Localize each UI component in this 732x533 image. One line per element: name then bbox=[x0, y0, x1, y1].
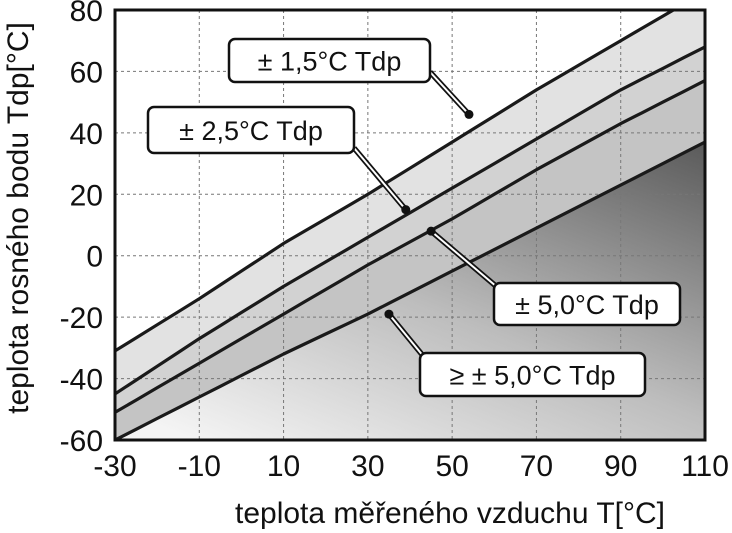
x-tick-label: -10 bbox=[178, 450, 221, 483]
annotation-label: ± 2,5°C Tdp bbox=[179, 116, 323, 146]
annotation-dot bbox=[401, 205, 411, 215]
series-line-4 bbox=[115, 140, 705, 440]
y-tick-label: -60 bbox=[60, 425, 103, 458]
annotation-leader bbox=[430, 230, 498, 288]
y-tick-label: -40 bbox=[60, 364, 103, 397]
y-tick-label: 40 bbox=[70, 118, 103, 151]
accuracy-band bbox=[115, 80, 705, 440]
y-tick-label: 60 bbox=[70, 56, 103, 89]
y-tick-label: 80 bbox=[70, 0, 103, 28]
y-tick-labels: -60 -40 -20 0 20 40 60 80 bbox=[60, 0, 103, 458]
annotation-dot bbox=[464, 109, 474, 119]
annotation-box bbox=[418, 351, 647, 398]
annotation-box bbox=[146, 105, 356, 155]
accuracy-band bbox=[115, 46, 705, 413]
y-tick-label: 20 bbox=[70, 179, 103, 212]
x-axis-label: teplota měřeného vzduchu T[°C] bbox=[235, 497, 665, 530]
y-tick-label: -20 bbox=[60, 302, 103, 335]
annotation-label: ± 5,0°C Tdp bbox=[515, 290, 659, 320]
annotation-box bbox=[227, 37, 432, 84]
x-tick-label: -30 bbox=[93, 450, 136, 483]
annotation-label: ≥ ± 5,0°C Tdp bbox=[449, 361, 615, 391]
y-axis-label: teplota rosného bodu Tdp[°C] bbox=[2, 22, 35, 414]
plot-frame bbox=[113, 8, 707, 442]
x-tick-label: 110 bbox=[681, 450, 729, 483]
x-tick-label: 50 bbox=[435, 450, 468, 483]
accuracy-band bbox=[115, 10, 674, 351]
x-tick-labels: -30 -10 10 30 50 70 90 110 bbox=[93, 450, 729, 483]
x-tick-label: 10 bbox=[267, 450, 300, 483]
x-tick-label: 70 bbox=[520, 450, 553, 483]
annotation-leader bbox=[353, 147, 407, 211]
annotation-layer: ± 1,5°C Tdp ± 2,5°C Tdp ± 5,0°C Tdp ≥ ± 5,0… bbox=[146, 37, 682, 398]
lines-layer bbox=[115, 10, 705, 440]
series-line-1 bbox=[115, 10, 677, 353]
frame-layer bbox=[113, 8, 707, 442]
series-line-2 bbox=[115, 45, 705, 396]
x-tick-label: 30 bbox=[351, 450, 384, 483]
annotation-leader bbox=[429, 71, 470, 116]
annotation-box bbox=[492, 281, 682, 327]
series-line-3 bbox=[115, 79, 705, 414]
annotation-dot bbox=[426, 226, 436, 236]
annotation-label: ± 1,5°C Tdp bbox=[258, 47, 402, 77]
annotation-leader bbox=[388, 313, 425, 358]
annotation-dot bbox=[384, 309, 394, 319]
y-tick-label: 0 bbox=[86, 241, 103, 274]
x-tick-label: 90 bbox=[604, 450, 637, 483]
